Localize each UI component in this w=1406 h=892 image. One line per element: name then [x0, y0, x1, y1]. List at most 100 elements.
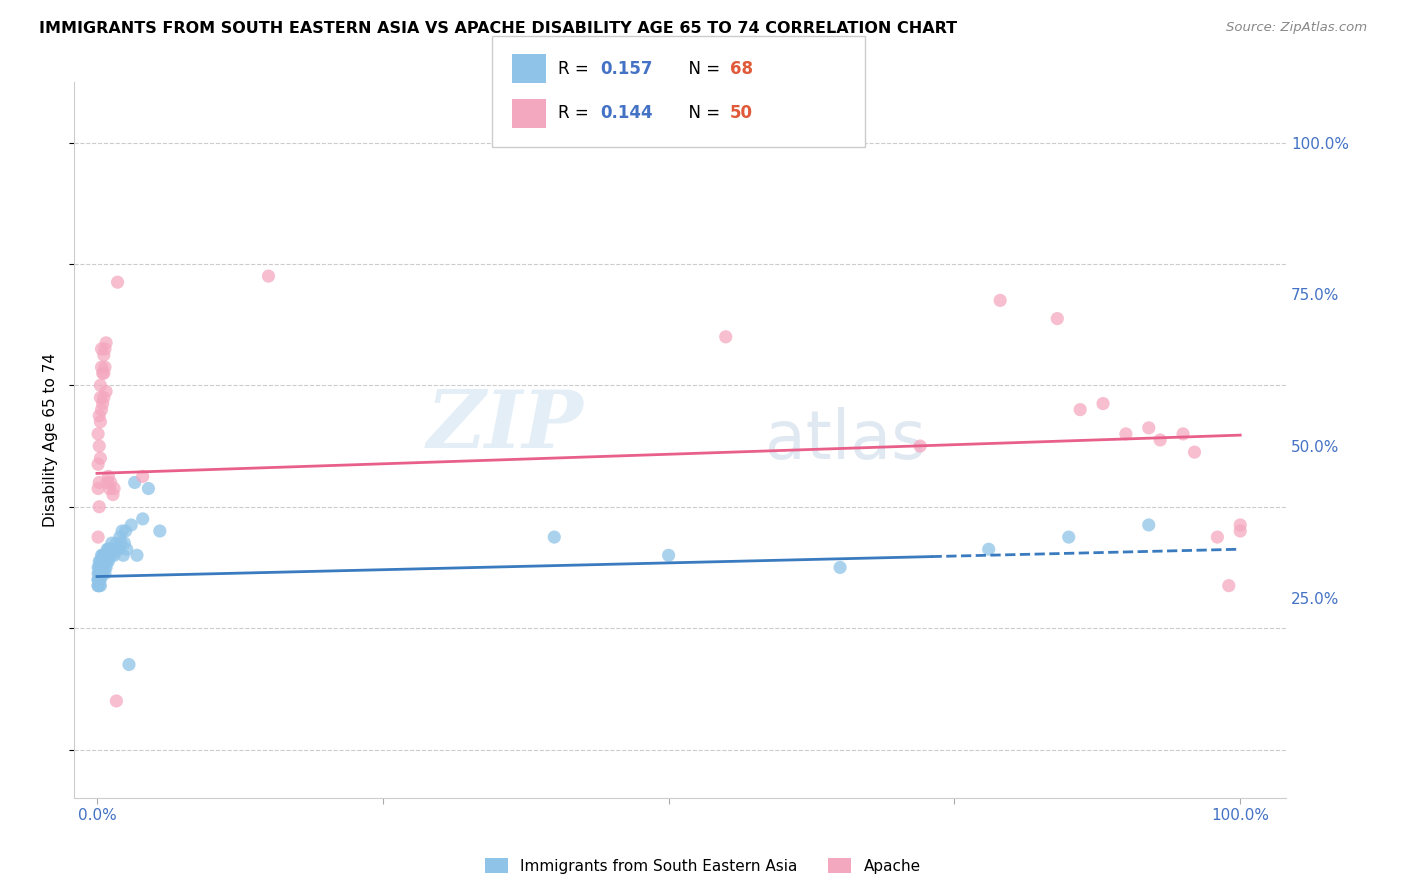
Point	[89, 573, 111, 587]
Point	[138, 482, 160, 496]
Point	[107, 542, 129, 557]
Point	[125, 549, 148, 563]
Point	[94, 554, 117, 568]
Point	[908, 439, 931, 453]
Point	[89, 560, 111, 574]
Point	[828, 560, 851, 574]
Point	[87, 560, 110, 574]
Point	[87, 579, 110, 593]
Text: atlas: atlas	[765, 407, 925, 473]
Point	[90, 560, 112, 574]
Point	[91, 549, 114, 563]
Point	[90, 554, 112, 568]
Point	[96, 475, 118, 490]
Point	[89, 566, 111, 581]
Point	[988, 293, 1011, 308]
Point	[1184, 445, 1206, 459]
Point	[1137, 421, 1160, 435]
Point	[89, 566, 111, 581]
Point	[101, 542, 124, 557]
Point	[112, 536, 135, 550]
Point	[91, 366, 114, 380]
Point	[105, 536, 128, 550]
Point	[105, 694, 128, 708]
Point	[87, 426, 110, 441]
Point	[93, 366, 115, 380]
Point	[93, 348, 115, 362]
Point	[87, 457, 110, 471]
Point	[1069, 402, 1091, 417]
Text: R =: R =	[558, 60, 595, 78]
Point	[89, 573, 111, 587]
Point	[101, 536, 124, 550]
Point	[98, 482, 121, 496]
Y-axis label: Disability Age 65 to 74: Disability Age 65 to 74	[44, 353, 58, 527]
Point	[90, 342, 112, 356]
Point	[91, 560, 114, 574]
Text: Source: ZipAtlas.com: Source: ZipAtlas.com	[1226, 21, 1367, 34]
Point	[98, 549, 121, 563]
Point	[89, 560, 111, 574]
Point	[114, 524, 136, 538]
Point	[91, 554, 114, 568]
Point	[94, 335, 117, 350]
Point	[89, 554, 111, 568]
Point	[87, 482, 110, 496]
Point	[94, 360, 117, 375]
Point	[101, 549, 124, 563]
Point	[111, 524, 134, 538]
Text: 0.157: 0.157	[600, 60, 652, 78]
Point	[89, 579, 111, 593]
Point	[89, 560, 111, 574]
Point	[94, 560, 117, 574]
Point	[89, 439, 111, 453]
Point	[1092, 396, 1115, 410]
Point	[108, 530, 131, 544]
Point	[131, 512, 153, 526]
Text: 0.144: 0.144	[600, 104, 652, 122]
Point	[90, 360, 112, 375]
Point	[1218, 579, 1240, 593]
Legend: Immigrants from South Eastern Asia, Apache: Immigrants from South Eastern Asia, Apac…	[479, 852, 927, 880]
Point	[1046, 311, 1069, 326]
Point	[89, 475, 111, 490]
Point	[658, 549, 681, 563]
Point	[90, 560, 112, 574]
Point	[87, 573, 110, 587]
Text: N =: N =	[678, 104, 725, 122]
Point	[1206, 530, 1229, 544]
Point	[89, 378, 111, 392]
Point	[1149, 433, 1171, 447]
Point	[1171, 426, 1194, 441]
Point	[89, 409, 111, 423]
Point	[89, 573, 111, 587]
Point	[94, 554, 117, 568]
Point	[89, 579, 111, 593]
Point	[97, 542, 120, 557]
Text: R =: R =	[558, 104, 595, 122]
Point	[94, 549, 117, 563]
Point	[149, 524, 172, 538]
Point	[89, 391, 111, 405]
Point	[94, 566, 117, 581]
Point	[93, 549, 115, 563]
Point	[257, 269, 280, 284]
Point	[98, 542, 121, 557]
Point	[104, 542, 127, 557]
Point	[94, 342, 117, 356]
Point	[1137, 518, 1160, 533]
Point	[90, 402, 112, 417]
Point	[89, 415, 111, 429]
Point	[103, 549, 125, 563]
Point	[90, 566, 112, 581]
Point	[89, 451, 111, 466]
Point	[94, 384, 117, 399]
Point	[87, 573, 110, 587]
Point	[94, 549, 117, 563]
Point	[93, 391, 115, 405]
Point	[97, 469, 120, 483]
Point	[1229, 524, 1251, 538]
Text: ZIP: ZIP	[426, 387, 583, 465]
Point	[93, 554, 115, 568]
Point	[110, 536, 132, 550]
